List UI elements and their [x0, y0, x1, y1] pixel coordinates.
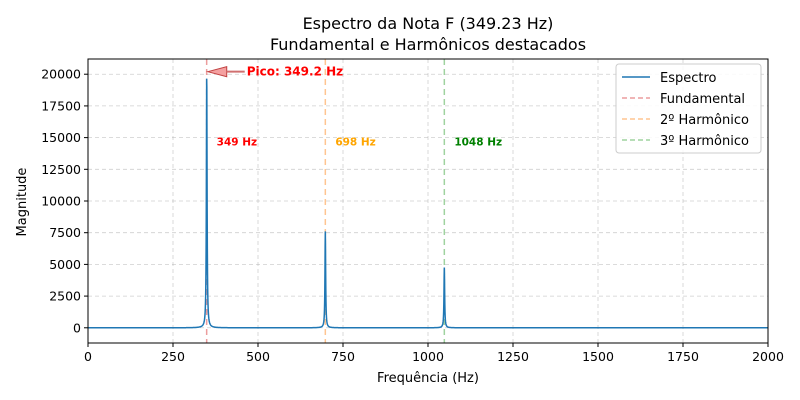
legend: Espectro Fundamental 2º Harmônico 3º Harmôn… [615, 63, 762, 154]
y-tick-label: 20000 [41, 67, 81, 82]
legend-label: Fundamental [660, 92, 745, 107]
y-tick-label: 2500 [49, 289, 81, 304]
x-tick-label: 750 [331, 349, 355, 364]
x-tick-label: 1500 [582, 349, 614, 364]
legend-label: 2º Harmônico [660, 113, 749, 128]
harmonic-label: 1048 Hz [454, 136, 502, 148]
series-line [88, 78, 768, 329]
y-tick-label: 10000 [41, 194, 81, 209]
x-tick-label: 500 [246, 349, 270, 364]
x-tick-label: 1000 [412, 349, 444, 364]
y-tick-label: 17500 [41, 98, 81, 113]
y-tick-label: 5000 [49, 257, 81, 272]
x-tick-label: 250 [161, 349, 185, 364]
annotation-arrow-head [205, 66, 228, 78]
x-tick-label: 1750 [667, 349, 699, 364]
harmonic-label: 349 Hz [217, 136, 257, 148]
annotations: 349 Hz 698 Hz 1048 Hz Pico: 349.2 Hz [205, 65, 502, 148]
y-tick-label: 12500 [41, 162, 81, 177]
x-tick-label: 1250 [497, 349, 529, 364]
y-tick-label: 15000 [41, 130, 81, 145]
legend-label: 3º Harmônico [660, 134, 749, 149]
legend-label: Espectro [660, 71, 717, 86]
y-tick-label: 0 [73, 320, 81, 335]
legend-frame [615, 63, 762, 154]
axis-ticks: 0 250 500 750 1000 1250 1500 1750 20000250050007… [41, 67, 784, 364]
grid-lines [87, 59, 769, 343]
peak-annotation: Pico: 349.2 Hz [247, 65, 343, 79]
series-layer [88, 78, 768, 329]
x-tick-label: 0 [84, 349, 92, 364]
x-tick-label: 2000 [752, 349, 784, 364]
harmonic-label: 698 Hz [335, 136, 375, 148]
y-tick-label: 7500 [49, 225, 81, 240]
chart-subtitle: Fundamental e Harmônicos destacados [270, 35, 586, 54]
chart-title: Espectro da Nota F (349.23 Hz) [303, 14, 554, 33]
y-axis-label: Magnitude [15, 168, 30, 237]
x-axis-label: Frequência (Hz) [377, 371, 479, 386]
